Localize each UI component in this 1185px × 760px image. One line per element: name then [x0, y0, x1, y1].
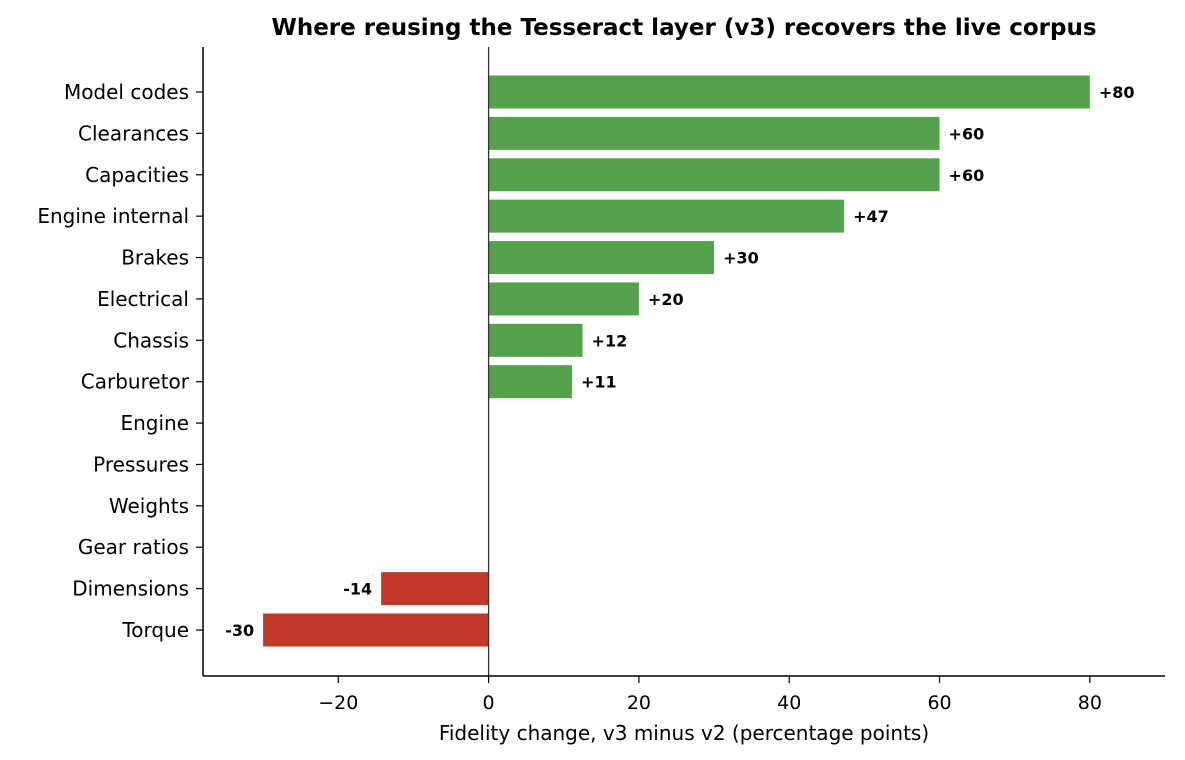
y-tick-labels: Model codes Clearances Capacities Engine in… [37, 80, 203, 642]
y-tick-label: Electrical [97, 287, 189, 311]
data-label: +60 [949, 166, 985, 185]
y-tick-label: Pressures [93, 452, 189, 476]
bar-carburetor [488, 365, 573, 399]
data-label: -14 [343, 580, 372, 599]
y-tick-label: Model codes [64, 80, 189, 104]
data-label: +11 [581, 373, 617, 392]
data-label: +47 [853, 207, 889, 226]
bars-group [263, 75, 1090, 647]
data-labels-group: +80 +60 +60 +47 +30 +20 +12 +11 -14 -30 [225, 83, 1134, 640]
x-tick-label: 40 [777, 692, 801, 714]
data-label: -30 [225, 621, 254, 640]
y-tick-label: Engine [120, 411, 189, 435]
y-tick-label: Carburetor [81, 370, 190, 394]
bar-capacities [488, 158, 940, 192]
bar-clearances [488, 116, 940, 150]
bar-chassis [488, 323, 583, 357]
y-tick-label: Dimensions [72, 577, 189, 601]
data-label: +12 [592, 331, 628, 350]
data-label: +20 [648, 290, 684, 309]
x-tick-labels: −20 0 20 40 60 80 [318, 676, 1102, 714]
x-tick-label: 60 [927, 692, 951, 714]
bar-model-codes [488, 75, 1090, 109]
x-axis-label: Fidelity change, v3 minus v2 (percentage… [439, 721, 929, 745]
chart-title: Where reusing the Tesseract layer (v3) r… [271, 15, 1096, 41]
data-label: +80 [1099, 83, 1135, 102]
x-tick-label: −20 [318, 692, 358, 714]
y-tick-label: Chassis [113, 328, 189, 352]
data-label: +30 [723, 249, 759, 268]
y-tick-label: Weights [109, 494, 189, 518]
y-tick-label: Clearances [78, 121, 189, 145]
x-tick-label: 80 [1078, 692, 1102, 714]
bar-dimensions [381, 572, 489, 606]
y-tick-label: Brakes [121, 246, 189, 270]
x-tick-label: 20 [627, 692, 651, 714]
x-tick-label: 0 [483, 692, 495, 714]
y-tick-label: Engine internal [37, 204, 189, 228]
bar-torque [263, 613, 489, 647]
y-tick-label: Capacities [85, 163, 189, 187]
y-tick-label: Gear ratios [78, 535, 189, 559]
bar-brakes [488, 241, 715, 275]
bar-engine-internal [488, 199, 845, 233]
y-tick-label: Torque [121, 618, 189, 642]
data-label: +60 [949, 124, 985, 143]
bar-electrical [488, 282, 639, 316]
